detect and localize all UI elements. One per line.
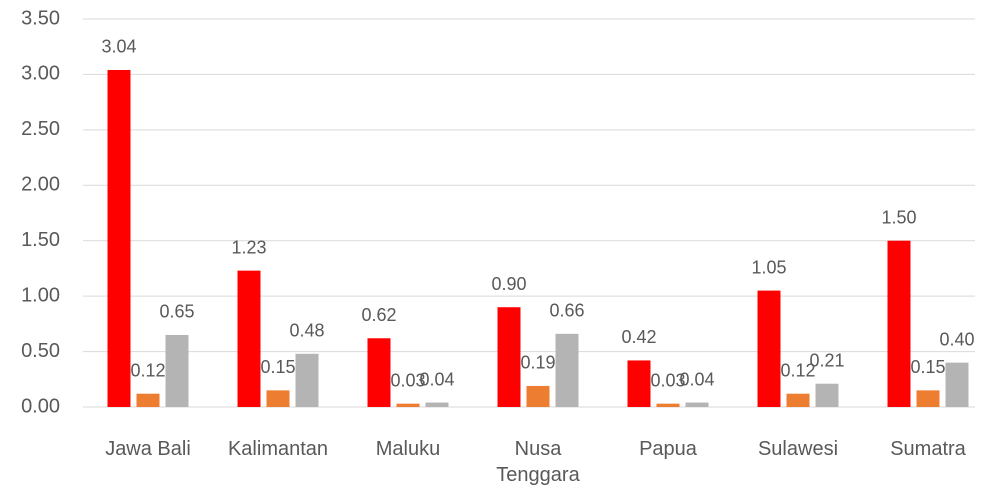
y-tick-label: 0.00 — [21, 395, 60, 417]
data-label: 0.12 — [130, 360, 165, 380]
data-label: 0.66 — [549, 301, 584, 321]
data-label: 0.04 — [679, 369, 714, 389]
bar — [757, 290, 781, 407]
x-tick-label: Sumatra — [890, 438, 966, 460]
x-tick-label: Kalimantan — [227, 438, 329, 460]
y-tick-label: 2.00 — [21, 174, 60, 196]
data-label: 1.23 — [231, 237, 266, 257]
bar — [136, 393, 160, 407]
data-label: 0.42 — [621, 327, 656, 347]
bar — [945, 362, 969, 407]
data-label: 0.19 — [520, 353, 555, 373]
bar — [107, 69, 131, 407]
data-label: 0.03 — [650, 370, 685, 390]
data-label: 0.03 — [390, 370, 425, 390]
bar — [555, 333, 579, 407]
y-tick-label: 3.50 — [21, 7, 60, 29]
bar — [656, 403, 680, 407]
bar — [815, 383, 839, 407]
bar — [887, 240, 911, 407]
data-label: 0.40 — [939, 329, 974, 349]
data-label: 3.04 — [101, 37, 136, 57]
bar — [685, 402, 709, 407]
bar — [425, 402, 449, 407]
bar — [367, 338, 391, 407]
y-tick-label: 2.50 — [21, 118, 60, 140]
data-label: 1.50 — [881, 207, 916, 227]
data-label: 0.15 — [260, 357, 295, 377]
bar — [526, 385, 550, 407]
x-tick-label: Maluku — [375, 438, 441, 460]
bar — [916, 390, 940, 407]
data-label: 0.04 — [419, 369, 454, 389]
bar — [165, 334, 189, 407]
data-label: 0.15 — [910, 357, 945, 377]
x-tick-label: Papua — [639, 438, 697, 460]
bar — [497, 307, 521, 407]
y-tick-label: 0.50 — [21, 340, 60, 362]
y-tick-label: 3.00 — [21, 63, 60, 85]
data-label: 0.12 — [780, 360, 815, 380]
x-tick-label: Jawa Bali — [105, 438, 191, 460]
x-tick-label: Sulawesi — [757, 438, 839, 460]
data-label: 0.90 — [491, 274, 526, 294]
y-tick-label: 1.00 — [21, 284, 60, 306]
data-label: 0.48 — [289, 321, 324, 341]
bar — [627, 360, 651, 407]
data-label: 1.05 — [751, 257, 786, 277]
y-tick-label: 1.50 — [21, 229, 60, 251]
bar — [266, 390, 290, 407]
x-tick-label: Nusa Tenggara — [496, 438, 580, 486]
bar — [396, 403, 420, 407]
bar — [786, 393, 810, 407]
data-label: 0.21 — [809, 350, 844, 370]
data-label: 0.65 — [159, 302, 194, 322]
data-label: 0.62 — [361, 305, 396, 325]
bar — [237, 270, 261, 407]
bar — [295, 353, 319, 407]
